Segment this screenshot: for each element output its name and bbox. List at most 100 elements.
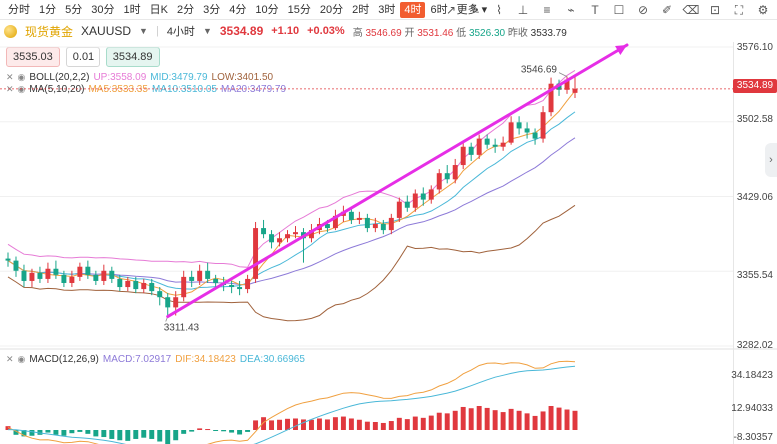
timeframe-9[interactable]: 10分 [255, 3, 279, 16]
boll-name[interactable]: BOLL(20,2,2) [29, 72, 90, 83]
candle-body [61, 274, 67, 283]
macd-bar [109, 430, 115, 439]
timeframe-10[interactable]: 15分 [287, 3, 311, 16]
trendline-icon[interactable]: ↗ [445, 3, 457, 17]
macd-bar [213, 430, 219, 431]
symbol-dropdown-icon[interactable]: ▼ [139, 26, 148, 36]
eye-icon[interactable]: ◉ [17, 354, 26, 364]
macd-bar [372, 422, 378, 430]
macd-bar [181, 430, 187, 434]
candle-body [404, 201, 410, 208]
macd-value: MACD:7.02917 [102, 354, 172, 365]
symbol-name[interactable]: 现货黄金 [25, 24, 74, 39]
pen-icon[interactable]: ✎ [469, 3, 481, 17]
timeframe-0[interactable]: 分时 [8, 3, 30, 16]
text-T-icon[interactable]: T [591, 3, 599, 17]
close-icon[interactable]: ✕ [6, 72, 14, 82]
divider: | [155, 25, 159, 37]
macd-bar [532, 415, 538, 430]
dif-line [7, 360, 576, 444]
timeframe-4[interactable]: 1时 [123, 3, 141, 16]
candle-body [269, 234, 275, 243]
macd-bar [261, 417, 267, 430]
boll-legend: ✕ ◉ BOLL(20,2,2) UP:3558.09 MID:3479.79 … [6, 72, 273, 83]
macd-bar [540, 411, 546, 430]
macd-bar [380, 422, 386, 430]
candle-body [380, 224, 386, 231]
macd-bar [165, 430, 171, 444]
candle-body [237, 287, 243, 290]
candle-body [540, 112, 546, 139]
candle-body [516, 122, 522, 129]
candle-body [452, 165, 458, 180]
ma-name[interactable]: MA(5,10,20) [29, 84, 85, 95]
candle-body [500, 142, 506, 147]
macd-bar [404, 419, 410, 430]
close-icon[interactable]: ✕ [6, 354, 14, 364]
timeframe-11[interactable]: 20分 [319, 3, 344, 16]
timeframe-list: 分时 1分 5分 30分 1时 日K 2分 3分 4分 10分 15分 20分 2时 3时 4时 6时 更多 ▾ [0, 1, 491, 18]
price-axis[interactable]: 3576.10 3502.58 3429.06 3355.54 3282.02 … [731, 42, 777, 444]
macd-bar [69, 430, 75, 434]
timeframe-3[interactable]: 30分 [91, 3, 115, 16]
macd-bar [572, 410, 578, 430]
timeframe-8[interactable]: 4分 [229, 3, 247, 16]
timeframe-toolbar: 分时 1分 5分 30分 1时 日K 2分 3分 4分 10分 15分 20分 2时 3时 4时 6时 更多 ▾… [0, 0, 777, 20]
macd-bar [29, 430, 35, 436]
text-icon[interactable]: ⌇ [496, 3, 502, 17]
candle-body [564, 79, 570, 90]
timeframe-7[interactable]: 3分 [203, 3, 221, 16]
macd-bar [564, 409, 570, 430]
eye-icon[interactable]: ◉ [17, 72, 26, 82]
macd-bar [221, 430, 227, 432]
settings-icon[interactable]: ⚙ [757, 3, 769, 17]
quick-order-bar: 3535.03 0.01 3534.89 [6, 47, 160, 67]
timeframe-6[interactable]: 2分 [176, 3, 195, 16]
timeframe-12[interactable]: 2时 [352, 3, 370, 16]
axis-label: 3502.58 [736, 114, 773, 125]
macd-bar [53, 430, 59, 435]
candle-body [85, 266, 91, 275]
edit-icon[interactable]: ✐ [661, 3, 673, 17]
timeframe-13[interactable]: 3时 [378, 3, 396, 16]
lock-icon[interactable]: ☐ [613, 3, 625, 17]
timeframe-14[interactable]: 4时 [400, 1, 426, 18]
fib-icon[interactable]: ≡ [543, 3, 551, 17]
macd-bar [316, 418, 322, 430]
hide-icon[interactable]: ⊘ [637, 3, 649, 17]
sell-price-button[interactable]: 3535.03 [6, 47, 60, 67]
brush-icon[interactable]: ⌁ [567, 3, 575, 17]
dea-value: DEA:30.66965 [239, 354, 305, 365]
candle-body [444, 173, 450, 180]
macd-bar [141, 430, 147, 438]
price-change-pct: +0.03% [307, 25, 345, 37]
low-annotation: 3311.43 [164, 323, 200, 334]
price-change: +1.10 [271, 25, 300, 37]
timeframe-15[interactable]: 6时 [430, 3, 448, 16]
symbol-code[interactable]: XAUUSD [81, 24, 132, 38]
candle-body [37, 272, 43, 279]
macd-bar [101, 430, 107, 438]
fullscreen-icon[interactable]: ⛶ [734, 2, 744, 17]
drawing-tools: ↗ ✎ ⌇ ⊥ ≡ ⌁ T ☐ ⊘ ✐ ⌫ ⊡ ⛶ ⚙ [443, 2, 771, 18]
macd-bar [364, 421, 370, 430]
macd-bar [237, 430, 243, 435]
interval-select[interactable]: 4小时 [166, 26, 195, 38]
candle-body [396, 201, 402, 218]
macd-name[interactable]: MACD(12,26,9) [29, 354, 99, 365]
ma10-value: MA10:3510.05 [151, 84, 217, 95]
timeframe-16[interactable]: 更多 ▾ [456, 3, 488, 16]
buy-price-button[interactable]: 3534.89 [105, 47, 160, 67]
timeframe-5[interactable]: 日K [149, 3, 168, 16]
macd-bar [556, 407, 562, 430]
camera-icon[interactable]: ⊡ [709, 3, 721, 17]
ruler-icon[interactable]: ⊥ [517, 3, 529, 17]
macd-bar [269, 420, 275, 430]
low-value: 3526.30 [468, 27, 506, 39]
interval-dropdown-icon[interactable]: ▼ [202, 26, 212, 36]
timeframe-1[interactable]: 1分 [39, 3, 57, 16]
chevron-right-icon[interactable]: › [765, 143, 777, 177]
eraser-icon[interactable]: ⌫ [682, 3, 700, 17]
timeframe-2[interactable]: 5分 [65, 3, 83, 16]
